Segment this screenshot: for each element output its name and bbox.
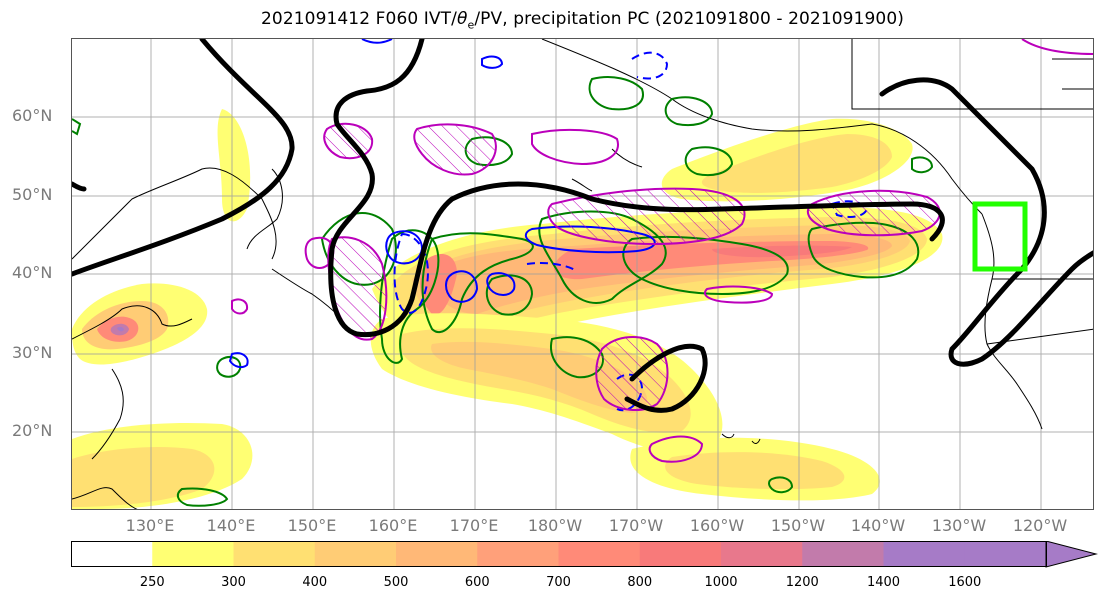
ivt-shading: [72, 109, 943, 509]
lon-label-170w: 170°W: [608, 516, 664, 535]
colorbar-cell: [721, 541, 803, 567]
lon-label-180w: 180°W: [527, 516, 583, 535]
lon-label-160e: 160°E: [368, 516, 418, 535]
lat-label-40n: 40°N: [12, 263, 53, 282]
colorbar-cell: [233, 541, 316, 567]
lat-label-20n: 20°N: [12, 421, 53, 440]
colorbar-cell: [396, 541, 478, 567]
lon-label-140e: 140°E: [206, 516, 256, 535]
colorbar-cell: [639, 541, 722, 567]
lon-label-120w: 120°W: [1012, 516, 1068, 535]
colorbar-cell: [314, 541, 397, 567]
colorbar-cell: [477, 541, 559, 567]
colorbar-cell: [964, 541, 1047, 567]
jet-axis: [72, 39, 1093, 413]
colorbar-tick-label: 1200: [785, 575, 819, 590]
ivt-map: [72, 39, 1093, 509]
colorbar-tick-label: 1000: [704, 575, 738, 590]
colorbar-tick-label: 1400: [866, 575, 901, 590]
colorbar-cell: [152, 541, 234, 567]
colorbar-tick-label: 250: [139, 575, 165, 590]
map-title: 2021091412 F060 IVT/θe/PV, precipitation…: [260, 9, 904, 32]
lon-label-150w: 150°W: [770, 516, 826, 535]
colorbar-tick-label: 800: [627, 575, 653, 590]
colorbar-tick-label: 600: [464, 575, 490, 590]
lon-label-130w: 130°W: [931, 516, 987, 535]
colorbar-cell: [558, 541, 641, 567]
colorbar-tick-label: 300: [221, 575, 246, 590]
lat-label-60n: 60°N: [12, 106, 53, 125]
colorbar-cell: [883, 541, 966, 567]
colorbar-tick-label: 700: [546, 575, 571, 590]
colorbar-tick-label: 1600: [948, 575, 982, 590]
lon-label-130e: 130°E: [125, 516, 175, 535]
colorbar-cell: [71, 541, 153, 567]
colorbar-tick-label: 500: [383, 575, 409, 590]
lat-label-30n: 30°N: [12, 343, 53, 362]
lon-label-140w: 140°W: [850, 516, 906, 535]
lon-label-160w: 160°W: [689, 516, 745, 535]
lon-label-170e: 170°E: [449, 516, 499, 535]
lon-label-150e: 150°E: [287, 516, 337, 535]
colorbar-cell: [802, 541, 884, 567]
ivt-colorbar: [71, 541, 1098, 568]
map-panel: [71, 38, 1094, 510]
colorbar-tick-label: 400: [302, 575, 328, 590]
target-region-box: [972, 201, 1028, 272]
lat-label-50n: 50°N: [12, 185, 53, 204]
